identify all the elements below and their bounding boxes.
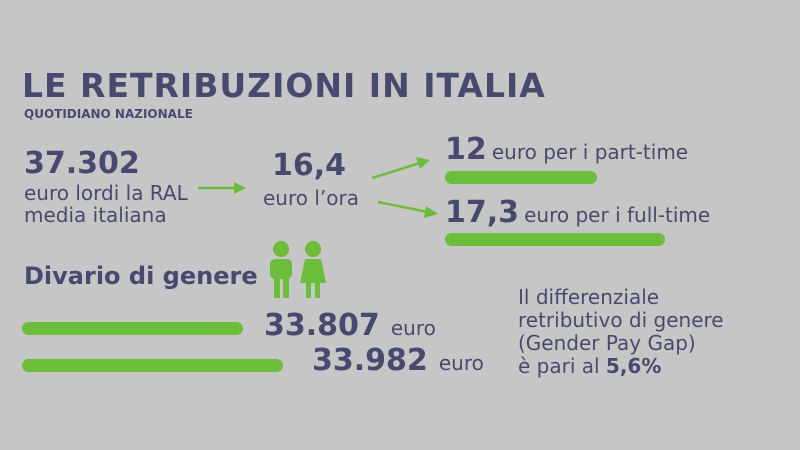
ral-value: 37.302 bbox=[24, 146, 140, 181]
gender-row: 33.982 euro bbox=[312, 343, 484, 378]
full-time-bar bbox=[445, 233, 665, 246]
gap-prefix: è pari al bbox=[518, 354, 600, 378]
gender-title: Divario di genere bbox=[24, 262, 258, 290]
gap-value: 5,6% bbox=[605, 354, 662, 378]
arrowhead bbox=[416, 157, 430, 169]
people-icon bbox=[270, 241, 326, 298]
ral-line: media italiana bbox=[24, 203, 167, 227]
arrow bbox=[377, 200, 429, 214]
arrow bbox=[371, 161, 421, 180]
gender-row: 33.807 euro bbox=[264, 308, 436, 343]
title: LE RETRIBUZIONI IN ITALIA bbox=[22, 66, 546, 105]
full-time-label: euro per i full-time bbox=[524, 203, 711, 227]
arrowhead bbox=[424, 206, 438, 218]
gender-value: 33.807 bbox=[264, 308, 380, 343]
gap-line: retributivo di genere bbox=[518, 308, 724, 332]
gender-bar bbox=[22, 322, 243, 335]
part-time-bar bbox=[445, 171, 597, 184]
part-time-value: 12 bbox=[445, 132, 487, 167]
part-time-label: euro per i part-time bbox=[491, 140, 689, 164]
hourly-value: 16,4 bbox=[272, 148, 347, 183]
gender-bar bbox=[22, 359, 283, 372]
gap-line: (Gender Pay Gap) bbox=[518, 331, 696, 355]
full-time-value: 17,3 bbox=[445, 195, 520, 230]
full-time: 17,3 euro per i full-time bbox=[445, 195, 710, 230]
gap-text: Il differenziale retributivo di genere (… bbox=[518, 286, 724, 378]
part-time: 12 euro per i part-time bbox=[445, 132, 688, 167]
source: QUOTIDIANO NAZIONALE bbox=[24, 107, 193, 121]
arrowhead bbox=[234, 182, 246, 194]
hourly-label: euro l’ora bbox=[263, 186, 359, 210]
ral-line: euro lordi la RAL bbox=[24, 181, 188, 205]
gender-unit: euro bbox=[438, 351, 484, 375]
gap-line: Il differenziale bbox=[518, 285, 660, 309]
gender-value: 33.982 bbox=[312, 343, 428, 378]
ral-label: euro lordi la RAL media italiana bbox=[24, 182, 188, 226]
gender-unit: euro bbox=[390, 316, 436, 340]
gap-line: è pari al 5,6% bbox=[518, 355, 724, 378]
